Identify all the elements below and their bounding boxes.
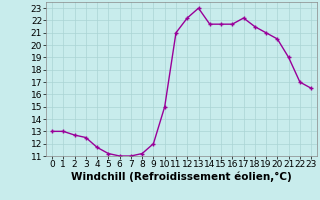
X-axis label: Windchill (Refroidissement éolien,°C): Windchill (Refroidissement éolien,°C) bbox=[71, 172, 292, 182]
